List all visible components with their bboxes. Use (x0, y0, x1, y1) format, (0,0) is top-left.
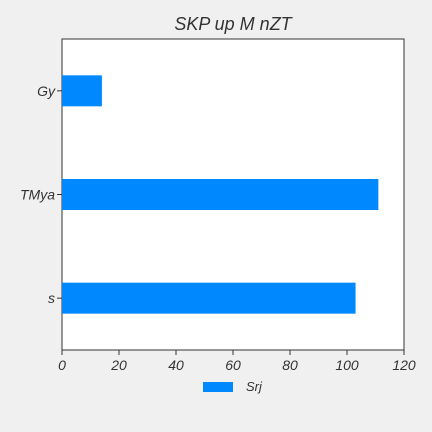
chart-title: SKP up M nZT (174, 14, 293, 34)
x-tick-label: 80 (282, 357, 298, 373)
y-tick-label: s (48, 290, 55, 306)
legend: Srj (203, 379, 263, 394)
x-tick-label: 60 (225, 357, 241, 373)
x-tick-label: 20 (110, 357, 127, 373)
x-tick-label: 120 (392, 357, 416, 373)
y-tick-label: TMya (20, 187, 55, 203)
x-axis-ticks: 0 20 40 60 80 100 120 (58, 350, 416, 373)
legend-label: Srj (246, 379, 263, 394)
y-axis-ticks: Gy TMya s (20, 83, 62, 306)
legend-swatch (203, 382, 233, 392)
x-tick-label: 40 (168, 357, 184, 373)
x-tick-label: 100 (335, 357, 359, 373)
bars-layer (62, 75, 379, 314)
y-tick-label: Gy (37, 83, 56, 99)
bar-tmya (62, 179, 379, 210)
bar-gy (62, 75, 102, 107)
bar-s (62, 282, 356, 314)
x-tick-label: 0 (58, 357, 66, 373)
